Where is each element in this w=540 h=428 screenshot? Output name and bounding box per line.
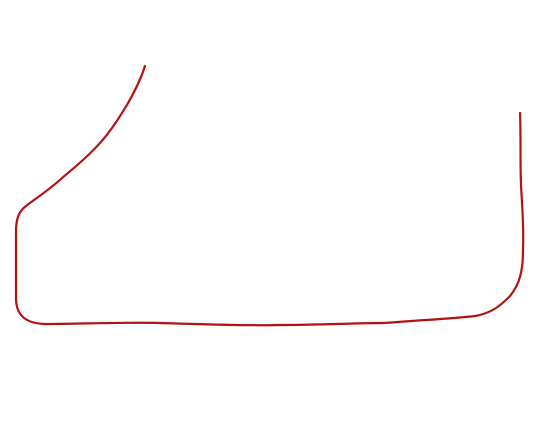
stroke [14, 64, 525, 327]
